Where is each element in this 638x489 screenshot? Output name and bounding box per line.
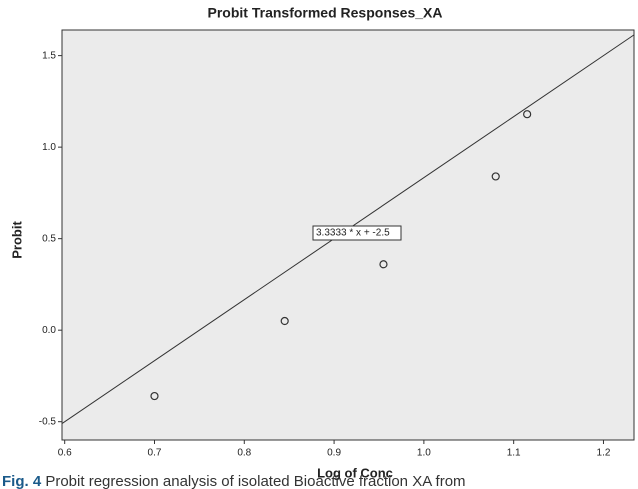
point	[523, 110, 532, 119]
y-tick-label: 0.0	[42, 325, 56, 336]
x-tick-label: 1.1	[507, 448, 521, 459]
y-tick-label: 1.0	[42, 142, 56, 153]
point	[491, 172, 500, 181]
x-tick-label: 0.8	[237, 448, 251, 459]
point	[150, 391, 159, 401]
x-tick-label: 1.0	[417, 448, 431, 459]
point	[280, 316, 289, 326]
x-tick-label: 1.2	[597, 448, 611, 459]
x-tick-label: 0.6	[58, 448, 72, 459]
y-tick-label: -0.5	[39, 416, 57, 427]
y-axis-label: Probit	[9, 221, 24, 259]
y-tick-label: 0.5	[42, 233, 56, 244]
point	[379, 260, 388, 269]
fit-label-box	[312, 225, 402, 241]
fit-label: 3.3333 * x + -2.5	[312, 225, 402, 241]
x-tick-label: 0.7	[148, 448, 162, 459]
x-tick-label: 0.9	[327, 448, 341, 459]
chart-title: Probit Transformed Responses_XA	[208, 5, 443, 21]
caption: Fig. 4 Probit regression analysis of iso…	[2, 473, 466, 489]
x-axis-label: Log of Conc	[317, 465, 393, 480]
caption-text: Probit regression analysis of isolated B…	[45, 473, 465, 489]
fit-label-text: 3.3333 * x + -2.5	[316, 228, 390, 239]
y-tick-label: 1.5	[42, 50, 56, 61]
caption-label: Fig. 4	[2, 473, 42, 489]
